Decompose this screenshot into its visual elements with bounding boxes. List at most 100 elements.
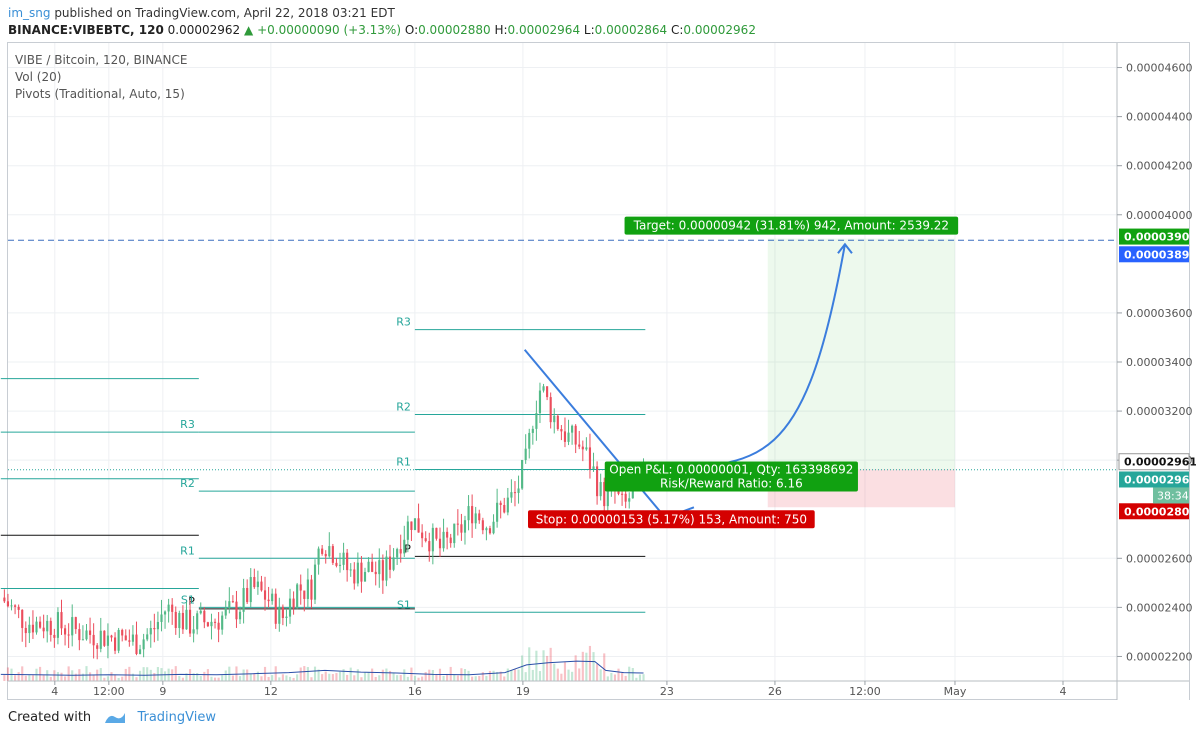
candle-body (85, 630, 88, 640)
candle-body (92, 634, 95, 646)
candle-body (499, 502, 502, 505)
candle-body (538, 390, 542, 414)
trendline (523, 349, 667, 519)
price-tag (1118, 453, 1190, 471)
tradingview-logo-icon (105, 712, 126, 723)
high-value: 0.00002964 (507, 23, 581, 37)
candle-body (153, 628, 156, 630)
candle-body (149, 628, 152, 635)
volume-bar (631, 668, 634, 681)
volume-bar (328, 673, 331, 681)
candle-body (303, 590, 306, 599)
candle-body (88, 630, 92, 635)
volume-bar (306, 667, 309, 681)
candle-body (188, 609, 192, 634)
up-triangle-icon: ▲ (244, 23, 254, 37)
volume-bar (221, 675, 224, 681)
candle-body (53, 634, 56, 638)
open-label: O: (404, 23, 419, 37)
candle-body (338, 564, 342, 566)
stop-label-bg (528, 510, 815, 529)
volume-bar (610, 672, 613, 681)
pivot-label: R1 (180, 544, 195, 557)
volume-bar (63, 676, 67, 681)
candle-body (463, 520, 467, 533)
volume-bar (399, 675, 402, 681)
candle-body (603, 482, 606, 507)
volume-bar (396, 675, 399, 681)
x-tick-label: 19 (516, 685, 530, 698)
volume-bar (21, 666, 24, 681)
candle-body (17, 606, 20, 610)
candle-body (363, 571, 367, 582)
candle-body (292, 598, 295, 608)
candle-body (567, 432, 570, 442)
candle-body (113, 637, 117, 651)
close-label: C: (671, 23, 684, 37)
volume-bar (471, 676, 474, 681)
candle-body (39, 621, 42, 628)
candle-body (110, 635, 113, 638)
volume-bar (538, 671, 542, 681)
volume-bar (39, 666, 42, 681)
volume-bar (442, 675, 445, 681)
candle-body (471, 506, 474, 524)
candle-body (581, 446, 584, 450)
candle-body (271, 593, 274, 602)
y-axis-panel (1117, 43, 1189, 700)
candle-body (60, 612, 63, 629)
candle-body (49, 620, 52, 635)
candle-body (81, 639, 84, 641)
candle-body (156, 621, 159, 630)
volume-bar (603, 653, 606, 681)
volume-bar (524, 672, 527, 681)
volume-bar (403, 669, 406, 681)
legend-pivots[interactable]: Pivots (Traditional, Auto, 15) (15, 87, 185, 101)
position-labels: Target: 0.00000942 (31.81%) 942, Amount:… (528, 216, 959, 529)
candle-body (385, 556, 388, 581)
risk-reward-label: Risk/Reward Ratio: 6.16 (660, 476, 803, 490)
volume-bar (231, 675, 234, 681)
candle-body (192, 629, 195, 634)
candle-body (588, 447, 592, 470)
volume-bar (278, 677, 281, 681)
candle-body (24, 627, 27, 634)
candle-body (506, 497, 509, 513)
volume-bar (310, 677, 313, 681)
legend-volume[interactable]: Vol (20) (15, 70, 62, 84)
candle-body (224, 607, 227, 616)
candle-body (124, 635, 127, 641)
candle-body (260, 581, 263, 591)
volume-bar (92, 674, 95, 681)
volume-bar (456, 675, 459, 681)
author-link[interactable]: im_sng (8, 6, 51, 20)
candle-body (481, 520, 484, 531)
volume-bar (513, 669, 517, 681)
legend-title[interactable]: VIBE / Bitcoin, 120, BINANCE (15, 53, 188, 67)
volume-bar (492, 670, 495, 681)
x-tick-label: 12:00 (93, 685, 125, 698)
candle-body (278, 606, 281, 624)
candle-body (421, 532, 424, 539)
candle-body (428, 541, 431, 552)
volume-bar (256, 671, 259, 681)
candle-body (10, 605, 13, 607)
candle-body (42, 627, 45, 632)
volume-bar (238, 676, 242, 681)
volume-bar (435, 674, 438, 681)
publish-line: im_sng published on TradingView.com, Apr… (8, 6, 395, 20)
low-label: L: (583, 23, 595, 37)
volume-bar (81, 673, 84, 681)
candle-body (185, 609, 188, 630)
volume-bar (503, 676, 506, 681)
candle-body (135, 634, 138, 654)
arrow-head-icon (837, 242, 853, 254)
candle-body (160, 614, 163, 622)
tradingview-link[interactable]: TradingView (137, 710, 216, 725)
volume-bar (563, 662, 567, 681)
candle-body (3, 597, 6, 602)
chart-frame[interactable] (7, 42, 1190, 700)
volume-bar (324, 671, 327, 681)
candle-body (174, 611, 177, 629)
